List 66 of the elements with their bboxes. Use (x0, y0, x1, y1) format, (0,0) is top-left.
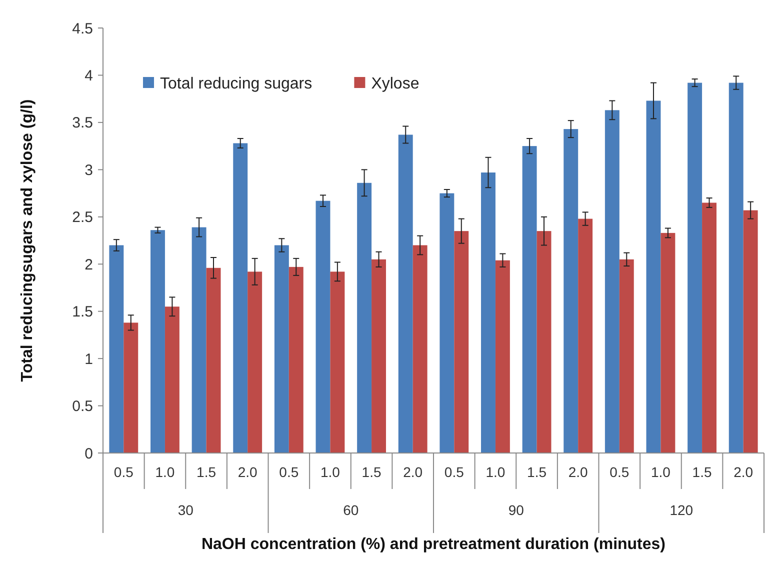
bar (536, 231, 552, 453)
bar (454, 231, 469, 453)
x-tick-label: 2.0 (403, 464, 423, 480)
x-tick-label: 1.0 (320, 464, 340, 480)
x-tick-label: 1.5 (362, 464, 382, 480)
x-tick-label: 1.0 (155, 464, 175, 480)
x-tick-label: 0.5 (610, 464, 630, 480)
y-tick-label: 3 (84, 162, 93, 179)
bar (743, 210, 758, 453)
x-tick-label: 1.5 (692, 464, 712, 480)
bar (495, 260, 510, 453)
bar (316, 200, 330, 453)
y-tick-label: 4.5 (72, 20, 93, 38)
y-tick-label: 1 (84, 350, 93, 368)
bar (248, 272, 262, 453)
bar (619, 259, 634, 453)
bar (372, 259, 386, 453)
bar (728, 82, 744, 453)
x-tick-label: 2.0 (238, 464, 258, 480)
bar (192, 227, 206, 453)
x-tick-label: 0.5 (444, 464, 464, 480)
text: 30 (178, 502, 194, 518)
bar (604, 110, 620, 453)
bar (578, 218, 593, 453)
bar (522, 146, 537, 453)
y-tick-label: 0 (84, 445, 93, 462)
bar (440, 193, 454, 453)
x-tick-label: 1.0 (486, 464, 506, 480)
x-tick-label: 1.0 (650, 464, 671, 480)
y-tick-label: 2.5 (72, 209, 93, 226)
bar (330, 272, 345, 453)
bar (288, 266, 304, 453)
x-tick-label: 0.5 (114, 464, 134, 480)
bar (564, 129, 578, 453)
x-tick-label: 0.5 (279, 464, 299, 480)
bar (206, 268, 221, 453)
bar (164, 306, 180, 453)
bar (398, 134, 413, 453)
y-tick-label: 2 (84, 256, 93, 274)
x-tick-label: 2.0 (734, 464, 754, 480)
bar (702, 202, 716, 453)
text: 120 (670, 502, 694, 518)
bar (412, 245, 428, 453)
bar (646, 100, 661, 453)
x-tick-label: 2.0 (568, 464, 588, 480)
bar (481, 172, 496, 453)
bar (233, 143, 248, 453)
x-tick-label: 1.5 (196, 464, 216, 480)
bar (357, 182, 372, 453)
legend-label: Xylose (371, 76, 420, 93)
bar (109, 245, 124, 453)
bar (660, 232, 676, 453)
text: 90 (508, 502, 524, 518)
y-axis-title: Total reducingsugars and xylose (g/l) (19, 99, 36, 382)
y-tick-label: 3.5 (72, 114, 93, 132)
x-tick-label: 1.5 (527, 464, 547, 480)
y-tick-label: 4 (84, 67, 93, 84)
x-axis-title: NaOH concentration (%) and pretreatment duration (minutes) (201, 536, 666, 553)
bar (688, 82, 702, 453)
y-tick-label: 1.5 (72, 304, 93, 321)
legend-label: Total reducing sugars (160, 76, 312, 93)
bar (150, 230, 165, 453)
bar (274, 245, 289, 453)
text: 60 (343, 502, 359, 518)
y-tick-label: 0.5 (72, 398, 93, 416)
bar (124, 322, 138, 453)
